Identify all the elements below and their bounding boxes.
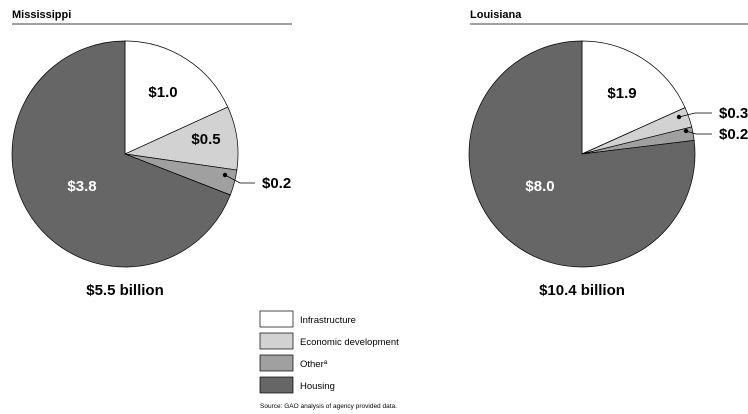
- source-note: Source: GAO analysis of agency provided …: [260, 403, 397, 410]
- mississippi-label-infrastructure: $1.0: [148, 84, 177, 101]
- mississippi-slice-infrastructure: [124, 40, 229, 155]
- louisiana-title: Louisiana: [470, 9, 522, 21]
- mississippi-slice-housing: [11, 40, 231, 268]
- louisiana-label-infrastructure: $1.9: [607, 85, 636, 102]
- mississippi-leader-line-other: [224, 174, 255, 184]
- mississippi-label-housing: $3.8: [67, 178, 96, 195]
- legend-swatch-infrastructure: [259, 310, 294, 328]
- mississippi-chart: Mississippi $1.0 $0.5 $0.2 $3.8 $5.5 billio…: [11, 9, 292, 299]
- louisiana-label-other: $0.2: [719, 126, 748, 143]
- legend-label-other: Othera: [300, 359, 328, 371]
- louisiana-total: $10.4 billion: [539, 282, 625, 299]
- legend-item-other: Othera: [259, 354, 328, 372]
- legend-swatch-other: [259, 354, 294, 372]
- mississippi-title: Mississippi: [12, 9, 71, 21]
- legend-item-economic-development: Economic development: [259, 332, 399, 350]
- mississippi-pie: $1.0 $0.5 $0.2 $3.8: [11, 40, 291, 268]
- legend-item-infrastructure: Infrastructure: [259, 310, 356, 328]
- mississippi-label-other: $0.2: [262, 175, 291, 192]
- legend-item-housing: Housing: [259, 376, 335, 394]
- mississippi-total: $5.5 billion: [86, 282, 164, 299]
- louisiana-leader-line-other: [685, 130, 712, 135]
- louisiana-slice-infrastructure: [581, 40, 686, 155]
- louisiana-pie: $1.9 $0.3 $0.2 $8.0: [468, 40, 748, 268]
- legend-label-housing: Housing: [300, 381, 335, 392]
- louisiana-slice-housing: [468, 40, 696, 268]
- legend-label-infrastructure: Infrastructure: [300, 315, 356, 326]
- legend-swatch-economic-development: [259, 332, 294, 350]
- louisiana-chart: Louisiana $1.9 $0.3 $0.2 $8.0 $10.4 billion: [468, 9, 748, 299]
- legend-label-economic-development: Economic development: [300, 337, 399, 348]
- legend: Infrastructure Economic development Othera…: [259, 310, 399, 394]
- mississippi-label-economic-development: $0.5: [191, 131, 220, 148]
- louisiana-label-economic-development: $0.3: [719, 105, 748, 122]
- legend-swatch-housing: [259, 376, 294, 394]
- louisiana-label-housing: $8.0: [525, 178, 554, 195]
- louisiana-leader-line-economic-development: [678, 112, 712, 118]
